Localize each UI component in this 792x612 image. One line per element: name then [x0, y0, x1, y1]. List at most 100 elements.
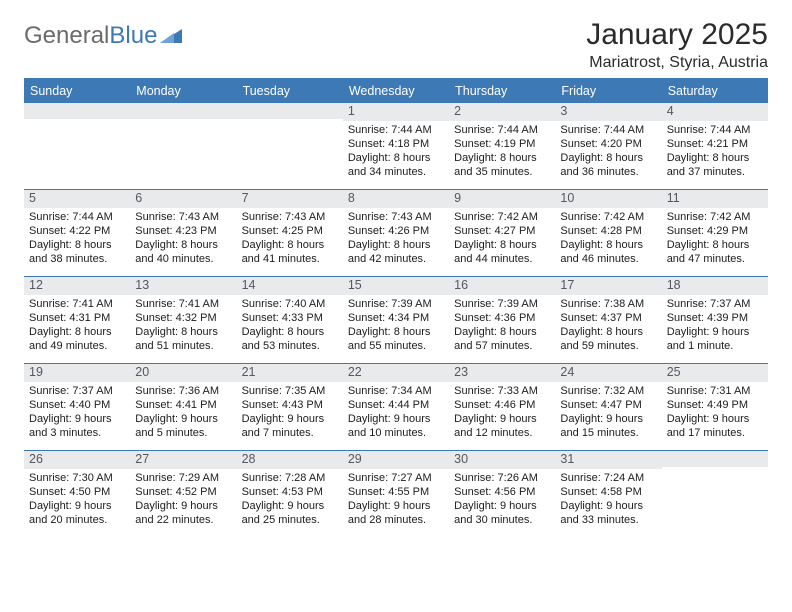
day-detail-line: Sunset: 4:58 PM [560, 485, 656, 499]
day-number: 20 [130, 364, 236, 382]
day-header: Tuesday [237, 80, 343, 103]
day-detail-line: Sunrise: 7:42 AM [560, 210, 656, 224]
day-details: Sunrise: 7:30 AMSunset: 4:50 PMDaylight:… [24, 469, 130, 531]
day-detail-line: and 33 minutes. [560, 513, 656, 527]
day-detail-line: Sunrise: 7:30 AM [29, 471, 125, 485]
day-number: 18 [662, 277, 768, 295]
day-detail-line: Sunset: 4:43 PM [242, 398, 338, 412]
day-detail-line: Sunrise: 7:41 AM [135, 297, 231, 311]
page-subtitle: Mariatrost, Styria, Austria [586, 54, 768, 72]
day-detail-line: Daylight: 9 hours [29, 412, 125, 426]
day-detail-line: Daylight: 9 hours [29, 499, 125, 513]
day-detail-line: Sunrise: 7:39 AM [348, 297, 444, 311]
day-details: Sunrise: 7:43 AMSunset: 4:25 PMDaylight:… [237, 208, 343, 270]
day-number: 22 [343, 364, 449, 382]
calendar-cell: 14Sunrise: 7:40 AMSunset: 4:33 PMDayligh… [237, 277, 343, 363]
day-detail-line: Daylight: 8 hours [560, 238, 656, 252]
calendar-cell: 30Sunrise: 7:26 AMSunset: 4:56 PMDayligh… [449, 451, 555, 537]
day-number: 1 [343, 103, 449, 121]
day-detail-line: Daylight: 9 hours [135, 412, 231, 426]
calendar-cell: 27Sunrise: 7:29 AMSunset: 4:52 PMDayligh… [130, 451, 236, 537]
day-detail-line: Daylight: 9 hours [667, 412, 763, 426]
day-detail-line: and 25 minutes. [242, 513, 338, 527]
day-detail-line: Sunset: 4:23 PM [135, 224, 231, 238]
day-header: Wednesday [343, 80, 449, 103]
day-detail-line: Daylight: 9 hours [135, 499, 231, 513]
day-detail-line: Daylight: 8 hours [454, 151, 550, 165]
day-detail-line: Sunrise: 7:42 AM [667, 210, 763, 224]
day-details: Sunrise: 7:43 AMSunset: 4:26 PMDaylight:… [343, 208, 449, 270]
calendar-cell [24, 103, 130, 189]
day-details: Sunrise: 7:34 AMSunset: 4:44 PMDaylight:… [343, 382, 449, 444]
day-detail-line: Sunrise: 7:27 AM [348, 471, 444, 485]
day-detail-line: Sunset: 4:28 PM [560, 224, 656, 238]
day-detail-line: and 34 minutes. [348, 165, 444, 179]
day-detail-line: and 55 minutes. [348, 339, 444, 353]
day-detail-line: Sunset: 4:50 PM [29, 485, 125, 499]
calendar-cell: 6Sunrise: 7:43 AMSunset: 4:23 PMDaylight… [130, 190, 236, 276]
calendar-cell: 26Sunrise: 7:30 AMSunset: 4:50 PMDayligh… [24, 451, 130, 537]
day-number: 21 [237, 364, 343, 382]
day-detail-line: Sunrise: 7:40 AM [242, 297, 338, 311]
day-detail-line: Daylight: 8 hours [348, 151, 444, 165]
day-detail-line: Sunrise: 7:29 AM [135, 471, 231, 485]
calendar-cell: 23Sunrise: 7:33 AMSunset: 4:46 PMDayligh… [449, 364, 555, 450]
calendar-cell: 8Sunrise: 7:43 AMSunset: 4:26 PMDaylight… [343, 190, 449, 276]
calendar-cell: 7Sunrise: 7:43 AMSunset: 4:25 PMDaylight… [237, 190, 343, 276]
day-number: 15 [343, 277, 449, 295]
day-detail-line: Daylight: 8 hours [135, 325, 231, 339]
day-detail-line: Daylight: 8 hours [135, 238, 231, 252]
day-number: 8 [343, 190, 449, 208]
day-number: 14 [237, 277, 343, 295]
day-number: 12 [24, 277, 130, 295]
day-details: Sunrise: 7:37 AMSunset: 4:40 PMDaylight:… [24, 382, 130, 444]
day-detail-line: and 44 minutes. [454, 252, 550, 266]
day-detail-line: Sunset: 4:55 PM [348, 485, 444, 499]
day-detail-line: Daylight: 8 hours [29, 238, 125, 252]
logo-text-blue: Blue [109, 22, 157, 50]
day-details: Sunrise: 7:29 AMSunset: 4:52 PMDaylight:… [130, 469, 236, 531]
day-number: 5 [24, 190, 130, 208]
day-detail-line: Sunset: 4:41 PM [135, 398, 231, 412]
calendar-cell: 31Sunrise: 7:24 AMSunset: 4:58 PMDayligh… [555, 451, 661, 537]
calendar-cell [237, 103, 343, 189]
calendar-week: 1Sunrise: 7:44 AMSunset: 4:18 PMDaylight… [24, 103, 768, 190]
day-detail-line: Daylight: 8 hours [348, 238, 444, 252]
calendar-cell [662, 451, 768, 537]
day-number: 7 [237, 190, 343, 208]
day-detail-line: Daylight: 9 hours [454, 499, 550, 513]
day-detail-line: Sunset: 4:36 PM [454, 311, 550, 325]
day-header: Saturday [662, 80, 768, 103]
day-details: Sunrise: 7:38 AMSunset: 4:37 PMDaylight:… [555, 295, 661, 357]
day-detail-line: Sunrise: 7:28 AM [242, 471, 338, 485]
day-detail-line: and 35 minutes. [454, 165, 550, 179]
calendar-page: GeneralBlue January 2025 Mariatrost, Sty… [0, 0, 792, 537]
day-detail-line: and 28 minutes. [348, 513, 444, 527]
day-detail-line: Sunset: 4:39 PM [667, 311, 763, 325]
day-number: 6 [130, 190, 236, 208]
day-detail-line: Sunset: 4:20 PM [560, 137, 656, 151]
header: GeneralBlue January 2025 Mariatrost, Sty… [24, 18, 768, 72]
calendar: Sunday Monday Tuesday Wednesday Thursday… [24, 78, 768, 537]
day-detail-line: Sunset: 4:37 PM [560, 311, 656, 325]
calendar-cell: 21Sunrise: 7:35 AMSunset: 4:43 PMDayligh… [237, 364, 343, 450]
day-detail-line: Sunrise: 7:41 AM [29, 297, 125, 311]
day-detail-line: Sunrise: 7:26 AM [454, 471, 550, 485]
calendar-cell: 16Sunrise: 7:39 AMSunset: 4:36 PMDayligh… [449, 277, 555, 363]
calendar-cell: 9Sunrise: 7:42 AMSunset: 4:27 PMDaylight… [449, 190, 555, 276]
day-number: 31 [555, 451, 661, 469]
day-number: 25 [662, 364, 768, 382]
day-details: Sunrise: 7:42 AMSunset: 4:29 PMDaylight:… [662, 208, 768, 270]
day-detail-line: Daylight: 9 hours [242, 412, 338, 426]
day-header: Thursday [449, 80, 555, 103]
day-detail-line: Sunset: 4:34 PM [348, 311, 444, 325]
day-detail-line: and 30 minutes. [454, 513, 550, 527]
calendar-cell: 3Sunrise: 7:44 AMSunset: 4:20 PMDaylight… [555, 103, 661, 189]
day-detail-line: and 15 minutes. [560, 426, 656, 440]
day-detail-line: Sunrise: 7:34 AM [348, 384, 444, 398]
day-detail-line: and 41 minutes. [242, 252, 338, 266]
day-detail-line: Sunrise: 7:42 AM [454, 210, 550, 224]
day-detail-line: Daylight: 9 hours [242, 499, 338, 513]
day-detail-line: Sunset: 4:33 PM [242, 311, 338, 325]
day-detail-line: Daylight: 8 hours [454, 238, 550, 252]
